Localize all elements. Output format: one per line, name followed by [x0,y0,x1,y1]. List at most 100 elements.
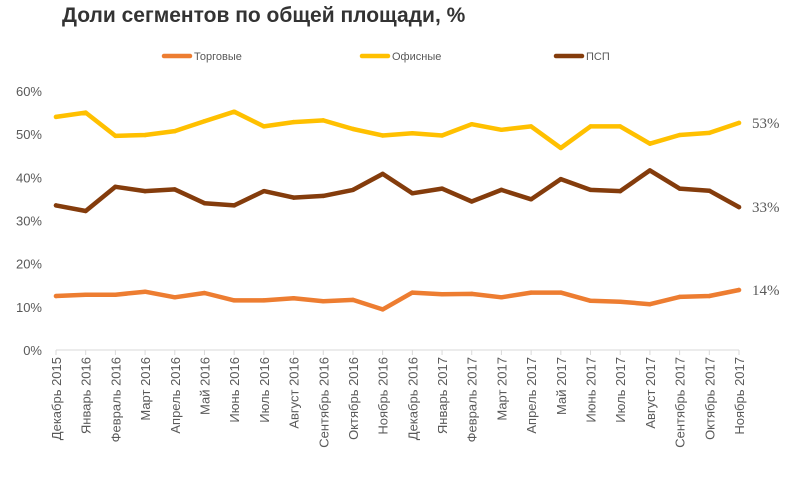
y-tick-label: 30% [16,214,42,229]
data-point [113,133,118,139]
x-tick-label: Апрель 2017 [524,357,539,434]
x-tick-label: Декабрь 2015 [49,357,64,440]
data-point [53,293,59,299]
data-point [469,199,474,204]
data-point [231,109,237,114]
data-point [53,114,59,120]
chart-legend: Торговые Офисные ПСП [161,51,610,63]
x-tick-label: Январь 2016 [79,357,94,434]
data-point [410,191,415,196]
data-point [647,168,653,173]
data-point [499,127,504,133]
end-value-label: 14% [752,283,780,299]
data-point [588,187,593,193]
data-point [380,307,385,312]
legend-label: Офисные [392,51,441,63]
y-axis: 0% 10% 20% 30% 40% 50% 60% [16,84,42,358]
data-point [528,197,534,202]
data-point [261,298,267,303]
x-tick-label: Январь 2017 [435,357,450,434]
x-tick-label: Ноябрь 2016 [376,357,391,435]
series-line-3 [53,168,742,214]
data-point [83,110,88,115]
series-line-2 [53,109,742,151]
data-point [410,290,415,295]
x-tick-label: Май 2016 [197,357,212,415]
data-point [261,124,267,129]
y-tick-label: 10% [16,300,42,315]
data-point [321,118,326,123]
data-point [736,287,742,293]
data-point [142,289,148,294]
data-point [291,119,296,125]
x-tick-label: Октябрь 2017 [702,357,717,440]
data-point [410,131,415,136]
x-tick-label: Декабрь 2016 [405,357,420,440]
data-point [113,292,118,297]
data-point [172,295,177,300]
data-point [172,128,177,134]
x-tick-label: Октябрь 2016 [346,357,361,440]
x-tick-label: Сентябрь 2017 [673,357,688,448]
series-line-1 [53,287,742,312]
y-tick-label: 40% [16,170,42,185]
data-point [736,204,742,210]
x-tick-label: Февраль 2017 [465,357,480,442]
end-labels: 14% 53% 33% [752,116,780,299]
x-tick-label: Апрель 2016 [168,357,183,434]
data-point [350,187,356,193]
data-point [83,292,88,297]
data-point [618,124,623,129]
data-point [53,203,59,208]
data-point [677,186,682,191]
x-tick-label: Май 2017 [554,357,569,415]
data-point [172,187,177,192]
x-tick-label: Август 2017 [643,357,658,429]
legend-label: Торговые [194,51,242,63]
data-point [261,188,267,194]
y-tick-label: 50% [16,127,42,142]
data-point [202,201,207,206]
data-point [439,133,445,138]
data-point [321,193,326,199]
y-tick-label: 20% [16,257,42,272]
data-point [291,296,296,301]
data-point [736,120,742,126]
data-point [439,292,445,297]
data-point [588,124,593,129]
data-point [142,132,148,138]
data-point [647,141,653,146]
data-point [202,290,207,296]
x-tick-label: Март 2017 [494,357,509,421]
data-point [677,294,682,300]
data-point [291,195,296,200]
data-point [439,186,445,191]
data-point [202,119,207,124]
x-tick-label: Июль 2016 [257,357,272,423]
data-point [469,291,474,297]
data-point [469,122,474,127]
data-point [707,130,712,136]
x-tick-label: Июль 2017 [613,357,628,423]
data-point [380,171,385,177]
x-tick-label: Июнь 2016 [227,357,242,423]
data-point [231,203,237,208]
data-point [113,184,118,190]
x-tick-label: Июнь 2017 [584,357,599,423]
data-point [321,299,326,304]
x-tick-label: Март 2016 [138,357,153,421]
legend-label: ПСП [586,51,610,63]
data-point [499,295,504,300]
data-point [499,187,504,193]
x-axis: Декабрь 2015 Январь 2016 Февраль 2016 Март … [49,349,747,448]
y-tick-label: 60% [16,84,42,99]
data-point [380,133,385,138]
data-point [558,290,564,295]
data-point [618,188,623,194]
data-point [558,145,564,151]
data-point [350,126,356,132]
data-point [707,293,712,299]
end-value-label: 53% [752,116,780,132]
data-point [83,208,88,214]
